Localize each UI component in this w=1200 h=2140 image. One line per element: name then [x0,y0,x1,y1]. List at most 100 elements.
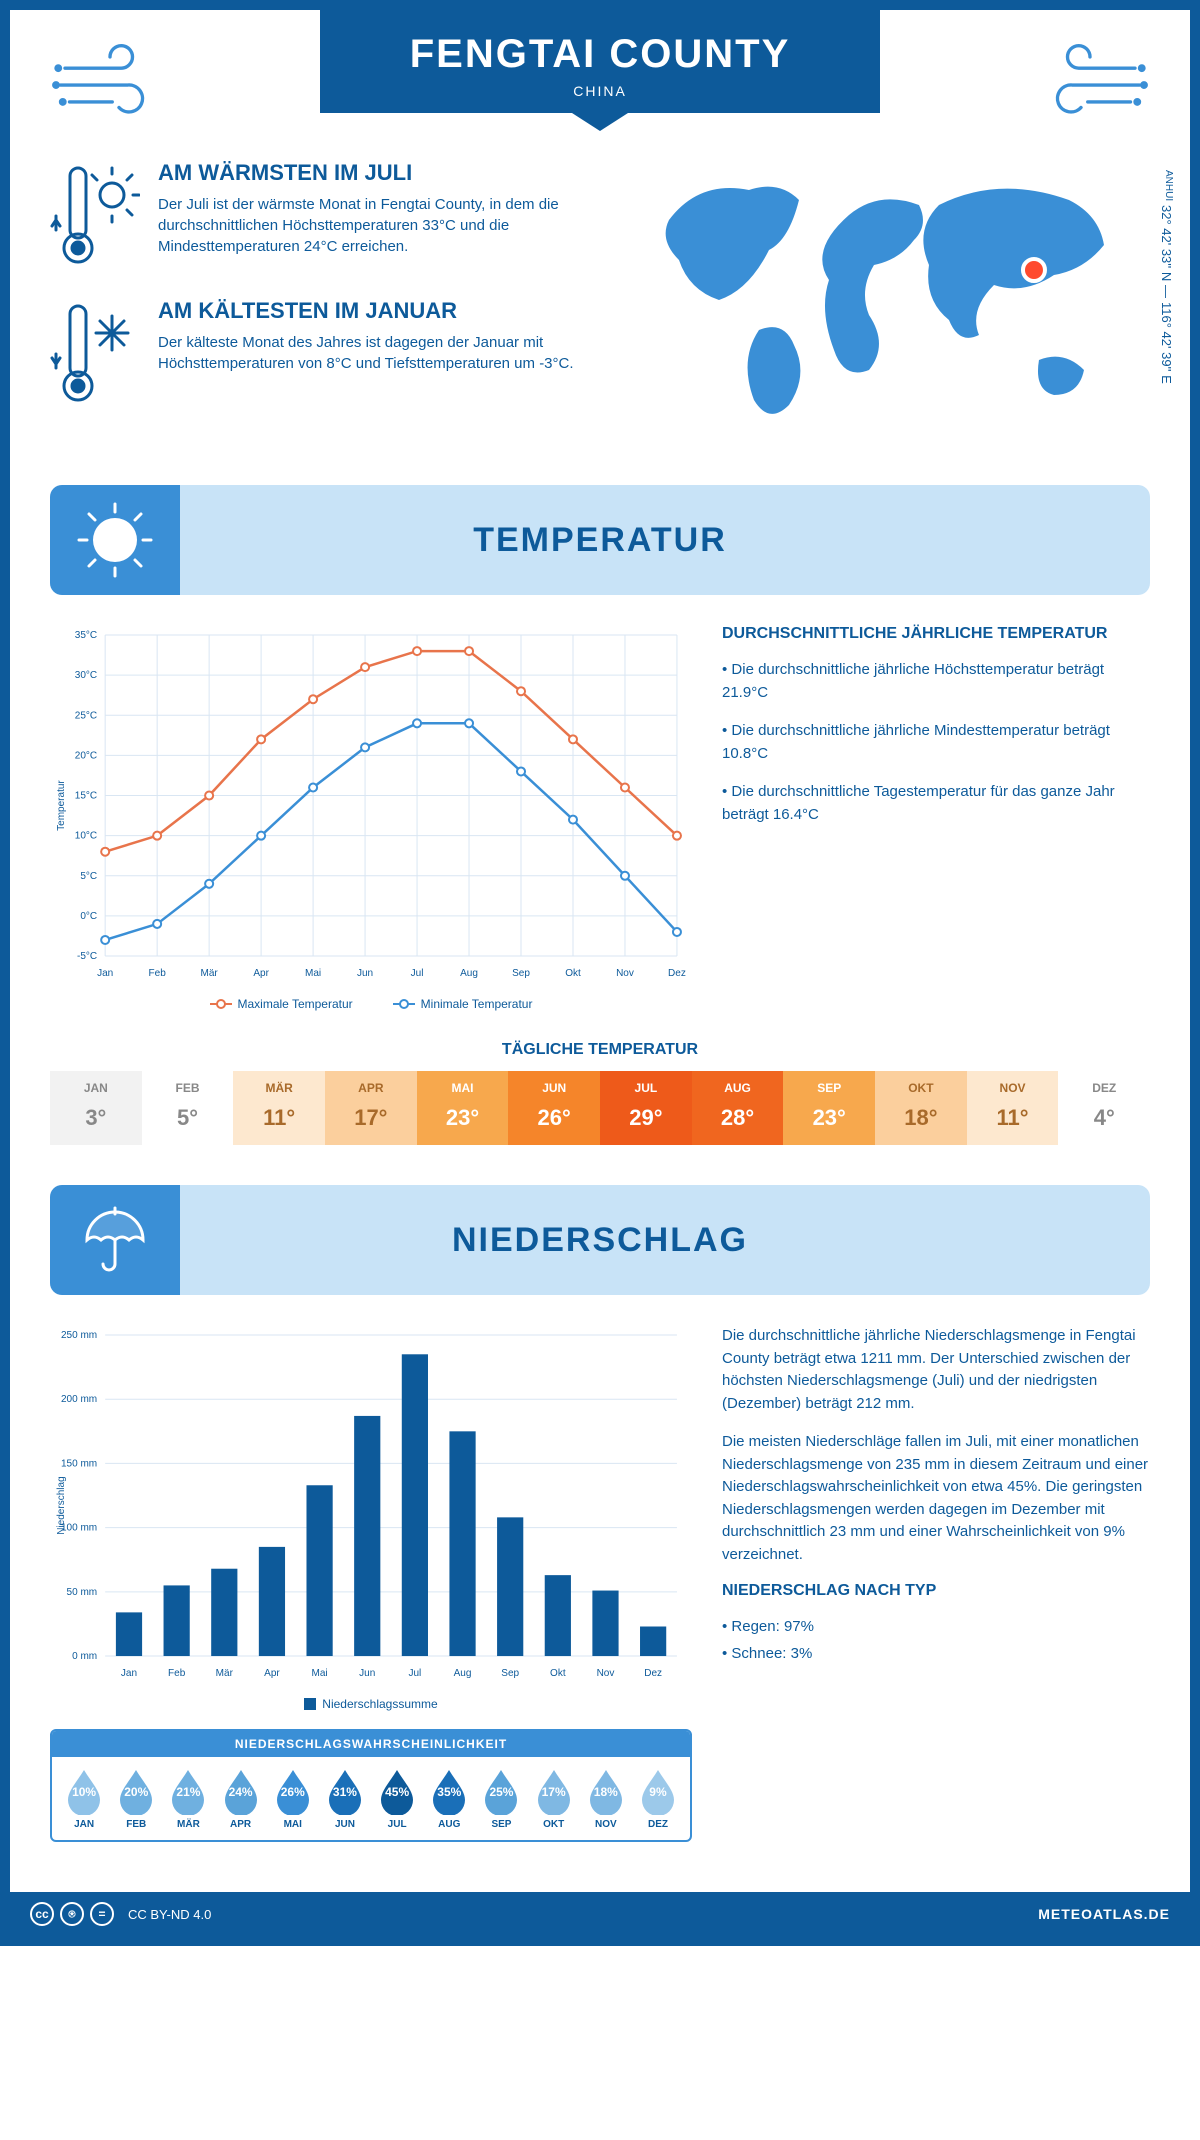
infographic-frame: FENGTAI COUNTY CHINA [0,0,1200,1946]
svg-text:Mai: Mai [312,1668,328,1679]
precip-prob-cell: 31%JUN [319,1767,371,1830]
warmest-fact: AM WÄRMSTEN IM JULI Der Juli ist der wär… [50,160,598,270]
daily-temp-cell: JUN26° [508,1071,600,1145]
svg-text:Nov: Nov [597,1668,615,1679]
svg-text:Niederschlag: Niederschlag [56,1476,67,1534]
daily-temp-cell: AUG28° [692,1071,784,1145]
precip-summary: Die durchschnittliche jährliche Niedersc… [722,1325,1150,1842]
svg-text:35°C: 35°C [75,630,97,641]
svg-text:250 mm: 250 mm [61,1330,97,1341]
precip-heading: NIEDERSCHLAG [452,1221,748,1260]
svg-text:30°C: 30°C [75,670,97,681]
daily-temp-cell: JAN3° [50,1071,142,1145]
header-row: FENGTAI COUNTY CHINA [50,40,1150,130]
svg-text:Temperatur: Temperatur [56,780,67,831]
precip-legend: Niederschlagssumme [50,1697,692,1711]
svg-text:Mai: Mai [305,968,321,979]
daily-temp-cell: DEZ4° [1058,1071,1150,1145]
precip-prob-cell: 45%JUL [371,1767,423,1830]
svg-text:5°C: 5°C [80,871,97,882]
page-subtitle: CHINA [380,83,820,99]
daily-temp-cell: MAI23° [417,1071,509,1145]
page-title: FENGTAI COUNTY [380,32,820,77]
svg-text:Dez: Dez [644,1668,662,1679]
license-label: CC BY-ND 4.0 [128,1907,211,1922]
precip-probability-box: NIEDERSCHLAGSWAHRSCHEINLICHKEIT 10%JAN20… [50,1729,692,1842]
svg-text:Aug: Aug [454,1668,472,1679]
coldest-title: AM KÄLTESTEN IM JANUAR [158,298,598,324]
svg-text:Jul: Jul [408,1668,421,1679]
svg-text:15°C: 15°C [75,791,97,802]
temperature-summary: DURCHSCHNITTLICHE JÄHRLICHE TEMPERATUR •… [722,625,1150,1011]
svg-text:25°C: 25°C [75,710,97,721]
svg-text:Mär: Mär [201,968,219,979]
thermometer-hot-icon [50,160,140,270]
cc-license-icons: cc ⍟ = CC BY-ND 4.0 [30,1902,211,1926]
temperature-section-head: TEMPERATUR [50,485,1150,595]
svg-text:Apr: Apr [264,1668,280,1679]
daily-temp-cell: JUL29° [600,1071,692,1145]
svg-text:Sep: Sep [512,968,530,979]
coordinates: ANHUI 32° 42' 33'' N — 116° 42' 39'' E [1159,170,1174,384]
temperature-chart: -5°C0°C5°C10°C15°C20°C25°C30°C35°CJanFeb… [50,625,692,1011]
svg-text:Apr: Apr [253,968,269,979]
daily-temp-cell: SEP23° [783,1071,875,1145]
svg-text:200 mm: 200 mm [61,1394,97,1405]
precip-prob-cell: 24%APR [215,1767,267,1830]
warmest-text: Der Juli ist der wärmste Monat in Fengta… [158,194,598,257]
coldest-fact: AM KÄLTESTEN IM JANUAR Der kälteste Mona… [50,298,598,408]
intro-section: AM WÄRMSTEN IM JULI Der Juli ist der wär… [50,160,1150,445]
umbrella-icon [50,1185,180,1295]
precip-prob-cell: 9%DEZ [632,1767,684,1830]
footer: cc ⍟ = CC BY-ND 4.0 METEOATLAS.DE [10,1892,1190,1936]
svg-text:0 mm: 0 mm [72,1651,97,1662]
svg-text:Okt: Okt [565,968,581,979]
daily-temp-title: TÄGLICHE TEMPERATUR [50,1041,1150,1059]
precip-prob-cell: 10%JAN [58,1767,110,1830]
world-map-block: ANHUI 32° 42' 33'' N — 116° 42' 39'' E [628,160,1150,445]
svg-text:Jun: Jun [357,968,373,979]
precip-prob-cell: 26%MAI [267,1767,319,1830]
world-map-icon [628,160,1150,440]
title-banner: FENGTAI COUNTY CHINA [320,10,880,113]
sun-icon [50,485,180,595]
svg-text:150 mm: 150 mm [61,1459,97,1470]
precip-chart: 0 mm50 mm100 mm150 mm200 mm250 mmNieders… [50,1325,692,1842]
svg-text:Dez: Dez [668,968,686,979]
banner-notch [572,113,628,131]
daily-temp-cell: OKT18° [875,1071,967,1145]
svg-text:Jun: Jun [359,1668,375,1679]
daily-temp-cell: APR17° [325,1071,417,1145]
daily-temp-cell: MÄR11° [233,1071,325,1145]
precip-prob-cell: 25%SEP [475,1767,527,1830]
warmest-title: AM WÄRMSTEN IM JULI [158,160,598,186]
precip-prob-cell: 17%OKT [528,1767,580,1830]
svg-text:50 mm: 50 mm [67,1587,98,1598]
svg-text:10°C: 10°C [75,831,97,842]
svg-text:Jan: Jan [97,968,113,979]
daily-temp-cell: NOV11° [967,1071,1059,1145]
site-label: METEOATLAS.DE [1038,1906,1170,1922]
svg-text:0°C: 0°C [80,911,97,922]
by-icon: ⍟ [60,1902,84,1926]
wind-icon-right [1030,40,1150,130]
temperature-heading: TEMPERATUR [473,521,727,560]
svg-text:Jan: Jan [121,1668,137,1679]
svg-text:Okt: Okt [550,1668,566,1679]
svg-text:20°C: 20°C [75,750,97,761]
svg-text:-5°C: -5°C [77,951,97,962]
daily-temp-grid: JAN3°FEB5°MÄR11°APR17°MAI23°JUN26°JUL29°… [50,1071,1150,1145]
precip-prob-cell: 35%AUG [423,1767,475,1830]
daily-temp-cell: FEB5° [142,1071,234,1145]
precip-section-head: NIEDERSCHLAG [50,1185,1150,1295]
svg-text:Feb: Feb [168,1668,186,1679]
wind-icon-left [50,40,170,130]
svg-text:Aug: Aug [460,968,478,979]
precip-prob-cell: 21%MÄR [162,1767,214,1830]
precip-prob-cell: 20%FEB [110,1767,162,1830]
svg-text:Nov: Nov [616,968,634,979]
svg-text:Jul: Jul [411,968,424,979]
svg-text:Mär: Mär [216,1668,234,1679]
temperature-legend: Maximale Temperatur Minimale Temperatur [50,997,692,1011]
cc-icon: cc [30,1902,54,1926]
